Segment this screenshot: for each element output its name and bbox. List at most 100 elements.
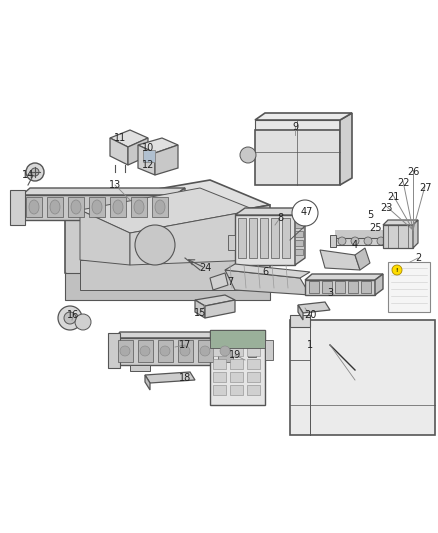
Text: 6: 6 [262,267,268,277]
Polygon shape [383,220,418,225]
Text: 22: 22 [397,178,409,188]
Bar [330,235,336,247]
Circle shape [75,314,91,330]
Polygon shape [225,264,310,278]
Polygon shape [205,300,235,318]
Text: 27: 27 [419,183,431,193]
Text: 25: 25 [369,223,381,233]
Bar [230,346,243,356]
Bar [290,320,435,435]
Ellipse shape [155,200,165,214]
Polygon shape [128,138,148,165]
Ellipse shape [134,200,144,214]
Polygon shape [10,190,25,225]
Ellipse shape [29,200,39,214]
Text: 17: 17 [179,340,191,350]
Polygon shape [80,260,255,290]
Circle shape [292,200,318,226]
Text: 21: 21 [387,192,399,202]
Text: 24: 24 [199,263,211,273]
Text: 15: 15 [194,308,206,318]
Bar [271,218,279,258]
Circle shape [160,346,170,356]
Polygon shape [413,220,418,248]
Bar [247,346,260,356]
Polygon shape [295,208,305,265]
Bar [388,262,430,312]
Bar [178,340,193,362]
Text: 13: 13 [109,180,121,190]
Bar [282,218,290,258]
Bar [247,359,260,369]
Polygon shape [335,230,400,238]
Text: 14: 14 [22,170,34,180]
Text: 7: 7 [227,277,233,287]
Circle shape [240,147,256,163]
Bar [210,330,265,348]
Polygon shape [155,145,178,175]
Text: 9: 9 [292,122,298,132]
Circle shape [180,346,190,356]
Text: 26: 26 [407,167,419,177]
Polygon shape [65,205,120,300]
Polygon shape [195,300,205,318]
Ellipse shape [113,200,123,214]
Bar [335,281,345,293]
Polygon shape [80,210,130,265]
Polygon shape [255,120,340,130]
Bar [26,197,42,217]
Bar [265,340,273,360]
Bar [213,333,226,343]
Polygon shape [305,280,375,295]
Text: 4: 4 [352,240,358,250]
Text: 12: 12 [142,160,154,170]
Polygon shape [340,113,352,185]
Bar [110,197,126,217]
Bar [230,333,243,343]
Bar [295,231,303,237]
Bar [361,281,371,293]
Ellipse shape [92,200,102,214]
Bar [218,340,233,362]
Polygon shape [225,270,310,295]
Polygon shape [175,188,185,220]
Bar [213,385,226,395]
Polygon shape [108,333,120,368]
Polygon shape [320,250,360,270]
Bar [138,340,153,362]
Text: 11: 11 [114,133,126,143]
Bar [131,197,147,217]
Circle shape [392,265,402,275]
Bar [198,340,213,362]
Bar [322,281,332,293]
Polygon shape [65,180,270,232]
Bar [47,197,63,217]
Bar [247,385,260,395]
Text: 18: 18 [179,373,191,383]
Circle shape [140,346,150,356]
Circle shape [338,237,346,245]
Bar [130,365,150,371]
Polygon shape [110,130,148,147]
Bar [158,340,173,362]
Polygon shape [355,248,370,270]
Polygon shape [65,273,270,300]
Bar [213,346,226,356]
Bar [249,218,257,258]
Polygon shape [130,210,255,265]
Bar [247,333,260,343]
Text: 20: 20 [304,310,316,320]
Text: 3: 3 [327,288,333,298]
Text: 2: 2 [415,253,421,263]
Circle shape [26,163,44,181]
Ellipse shape [50,200,60,214]
Bar [213,359,226,369]
Bar [143,150,155,162]
Text: 8: 8 [277,213,283,223]
Circle shape [351,237,359,245]
Circle shape [220,346,230,356]
Circle shape [120,346,130,356]
Polygon shape [80,188,255,233]
Bar [399,235,405,247]
Circle shape [64,312,76,324]
